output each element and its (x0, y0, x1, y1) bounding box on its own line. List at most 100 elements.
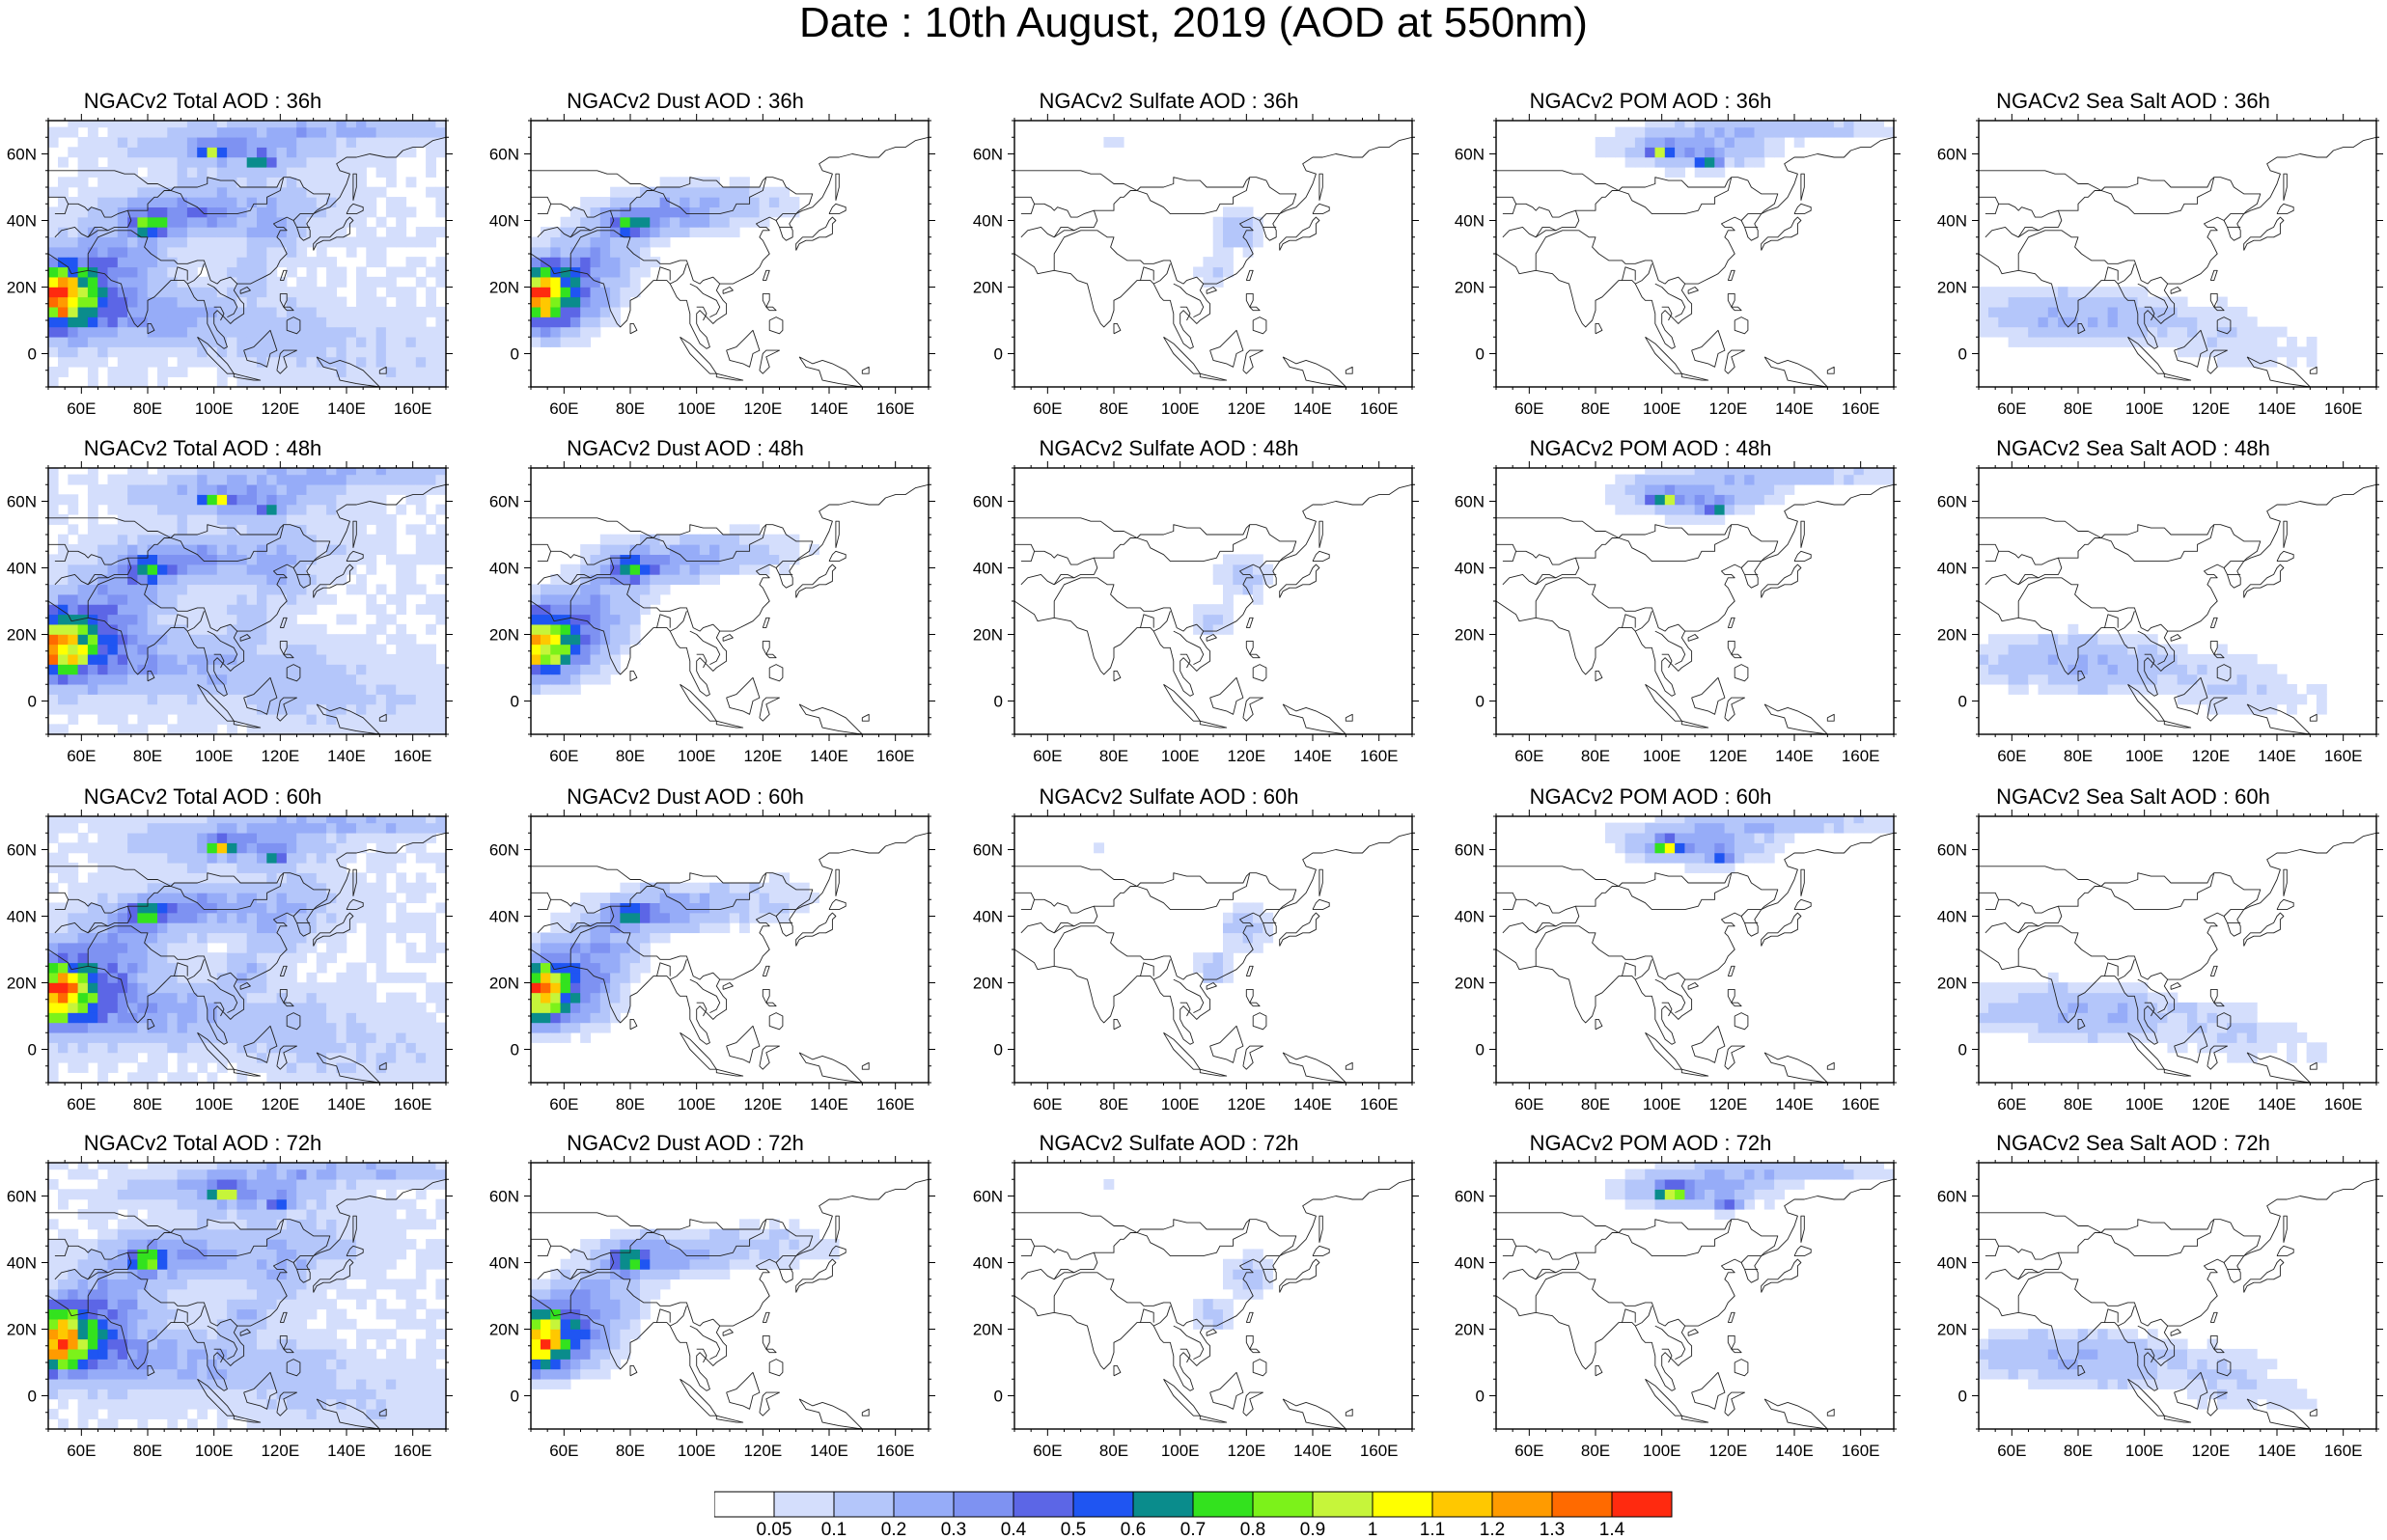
aod-cell (560, 912, 571, 923)
aod-cell (197, 614, 208, 625)
aod-cell (435, 554, 446, 565)
aod-cell (326, 121, 337, 128)
aod-cell (659, 932, 671, 944)
aod-cell (68, 316, 79, 328)
coastline (1727, 965, 1735, 977)
aod-cell (346, 197, 357, 207)
aod-cell (375, 972, 387, 983)
aod-cell (789, 893, 800, 903)
aod-cell (147, 326, 158, 338)
aod-cell (246, 276, 258, 288)
aod-cell (699, 893, 710, 903)
border-line (186, 959, 205, 980)
aod-cell (2227, 356, 2238, 368)
aod-cell (435, 714, 446, 725)
aod-cell (1193, 952, 1204, 964)
aod-cell (77, 336, 89, 347)
aod-cell (137, 336, 149, 347)
aod-cell (326, 216, 337, 228)
aod-cell (366, 724, 377, 734)
aod-cell (426, 126, 436, 138)
aod-cell (276, 634, 288, 646)
lon-tick-label: 80E (133, 1095, 162, 1114)
aod-cell (236, 822, 248, 834)
aod-cell (779, 882, 791, 894)
aod-cell (276, 653, 288, 665)
aod-cell (186, 644, 198, 655)
aod-cell (177, 584, 188, 595)
aod-cell (2167, 653, 2179, 665)
aod-cell (346, 674, 357, 685)
aod-cell (246, 922, 258, 934)
aod-cell (356, 644, 367, 655)
aod-cell (246, 468, 258, 476)
aod-cell (396, 634, 407, 646)
aod-cell (2077, 653, 2089, 665)
aod-cell (415, 842, 427, 854)
aod-cell (257, 236, 267, 248)
aod-cell (1714, 494, 1726, 506)
map-panel-pom-2: NGACv2 POM AOD : 60h 60E 80E 100E 120E 140E 16… (1448, 784, 1901, 1170)
aod-cell (286, 336, 297, 347)
border-line (1053, 573, 1074, 586)
aod-cell (207, 514, 218, 525)
aod-cell (87, 346, 98, 358)
aod-cell (2187, 326, 2198, 338)
aod-cell (257, 863, 267, 873)
aod-cell (336, 1002, 347, 1013)
aod-cell (137, 574, 149, 586)
aod-cell (560, 683, 571, 695)
aod-cell (157, 922, 168, 934)
aod-cell (48, 992, 59, 1004)
coastline (768, 1012, 784, 1031)
aod-cell (2107, 326, 2119, 338)
border-line (696, 1002, 708, 1017)
aod-cell (531, 1012, 541, 1024)
aod-cell (257, 177, 267, 188)
aod-cell (599, 266, 611, 278)
aod-cell (236, 942, 248, 953)
aod-cell (610, 246, 621, 258)
aod-cell (326, 276, 337, 288)
aod-cell (1844, 126, 1855, 138)
aod-cell (580, 614, 592, 625)
aod-cell (157, 703, 168, 715)
aod-cell (659, 902, 671, 914)
aod-cell (2227, 683, 2238, 695)
aod-cell (629, 972, 641, 983)
aod-shading (1014, 468, 1412, 734)
lon-tick-label: 160E (1360, 747, 1399, 765)
aod-cell (276, 534, 288, 545)
coastline (147, 670, 155, 682)
aod-cell (396, 872, 407, 884)
aod-cell (2257, 683, 2267, 695)
aod-cell (2068, 623, 2079, 635)
aod-cell (246, 266, 258, 278)
aod-cell (316, 574, 327, 586)
aod-cell (426, 882, 436, 894)
aod-cell (326, 356, 337, 368)
aod-cell (147, 306, 158, 317)
aod-cell (157, 494, 168, 506)
aod-cell (405, 893, 417, 903)
aod-cell (1724, 121, 1735, 128)
aod-cell (127, 832, 138, 843)
aod-cell (77, 156, 89, 168)
aod-cell (48, 832, 59, 843)
aod-cell (590, 574, 601, 586)
aod-cell (147, 1062, 158, 1073)
aod-cell (396, 474, 407, 485)
aod-cell (560, 246, 571, 258)
aod-cell (1212, 972, 1224, 983)
aod-cell (435, 306, 446, 317)
aod-cell (356, 227, 367, 238)
aod-cell (58, 1012, 69, 1024)
aod-cell (1714, 483, 1726, 495)
aod-cell (127, 972, 138, 983)
panel-title: NGACv2 Total AOD : 36h (83, 89, 322, 113)
aod-cell (167, 1042, 179, 1054)
aod-cell (366, 634, 377, 646)
aod-cell (306, 276, 318, 288)
aod-cell (405, 842, 417, 854)
border-line (696, 306, 708, 321)
